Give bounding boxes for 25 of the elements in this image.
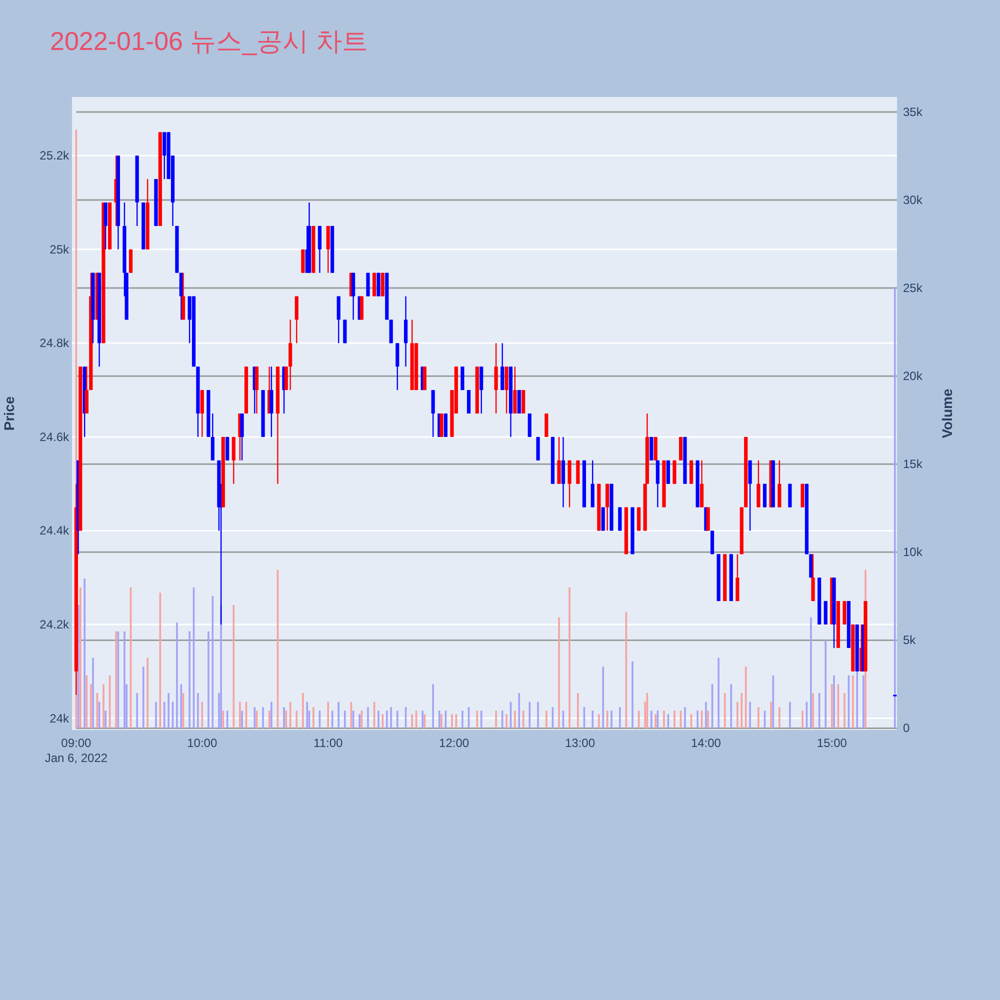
y-tick-label: 24.4k xyxy=(40,524,70,538)
y2-tick-label: 10k xyxy=(903,545,924,560)
x-tick-label: 13:00 xyxy=(565,736,596,750)
y2-tick-label: 0 xyxy=(903,721,910,736)
y2-tick-label: 5k xyxy=(903,633,917,648)
y-tick-label: 24.6k xyxy=(40,430,70,444)
y2-tick-label: 15k xyxy=(903,457,924,472)
y-tick-label: 24.2k xyxy=(40,618,70,632)
y2-tick-label: 30k xyxy=(903,193,924,208)
y2-tick-label: 35k xyxy=(903,104,924,119)
x-tick-label: 11:00 xyxy=(314,736,343,750)
y-tick-label: 24.8k xyxy=(40,336,70,350)
x-tick-label: 15:00 xyxy=(816,736,848,750)
x-tick-label: 09:00 Jan 6, 2022 xyxy=(44,736,108,765)
chart-title: 2022-01-06 뉴스_공시 차트 xyxy=(50,26,368,56)
y-tick-label: 25.2k xyxy=(40,148,70,163)
y-axis-title: Price xyxy=(1,396,17,431)
y2-tick-label: 25k xyxy=(903,281,924,296)
y2-tick-label: 20k xyxy=(903,369,924,384)
y2-axis-title: Volume xyxy=(939,388,955,438)
y-tick-label: 24k xyxy=(50,711,70,726)
x-tick-label: 14:00 xyxy=(690,736,722,750)
y-tick-label: 25k xyxy=(50,242,70,256)
x-tick-label: 10:00 xyxy=(187,736,218,750)
x-tick-label: 12:00 xyxy=(439,736,470,750)
